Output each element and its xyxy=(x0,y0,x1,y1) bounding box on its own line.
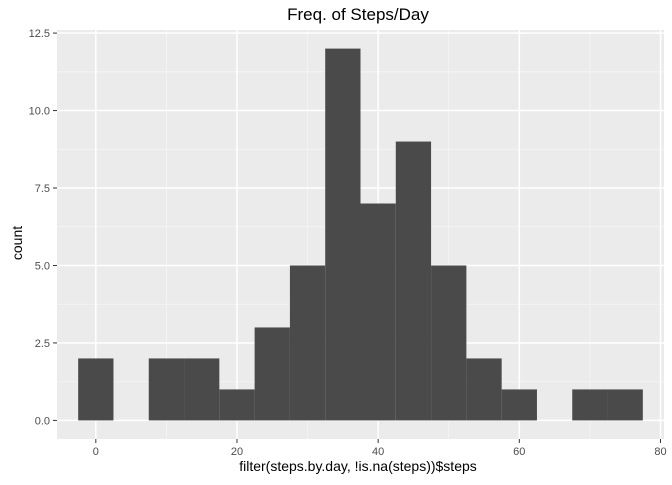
y-tick-label: 7.5 xyxy=(35,183,50,195)
histogram-bar xyxy=(395,141,432,421)
histogram-bar xyxy=(607,389,643,421)
histogram-bar xyxy=(219,389,255,421)
chart-title: Freq. of Steps/Day xyxy=(287,5,429,24)
y-tick-label: 0.0 xyxy=(35,415,50,427)
x-tick-label: 20 xyxy=(231,446,243,458)
x-tick-label: 40 xyxy=(372,446,384,458)
y-axis-label: count xyxy=(9,226,25,260)
y-tick-label: 5.0 xyxy=(35,260,50,272)
x-tick-label: 60 xyxy=(513,446,525,458)
x-tick-label: 80 xyxy=(654,446,666,458)
histogram-bar xyxy=(289,265,326,421)
histogram-bar xyxy=(431,265,467,421)
y-tick-label: 10.0 xyxy=(29,106,50,118)
histogram-bars xyxy=(78,48,643,421)
histogram-bar xyxy=(78,358,114,421)
histogram-bar xyxy=(466,358,502,421)
y-tick-label: 2.5 xyxy=(35,338,50,350)
x-axis-label: filter(steps.by.day, !is.na(steps))$step… xyxy=(239,458,477,474)
histogram-bar xyxy=(254,327,290,421)
y-tick-label: 12.5 xyxy=(29,28,50,40)
y-axis-ticks: 0.0 2.5 5.0 7.5 10.0 12.5 xyxy=(29,28,57,427)
histogram-bar xyxy=(148,358,185,421)
x-tick-label: 0 xyxy=(93,446,99,458)
histogram-bar xyxy=(360,203,396,421)
x-axis-ticks: 0 20 40 60 80 xyxy=(93,439,667,458)
histogram-bar xyxy=(325,48,361,421)
histogram-bar xyxy=(572,389,608,421)
histogram-bar xyxy=(184,358,220,421)
histogram-bar xyxy=(501,389,537,421)
